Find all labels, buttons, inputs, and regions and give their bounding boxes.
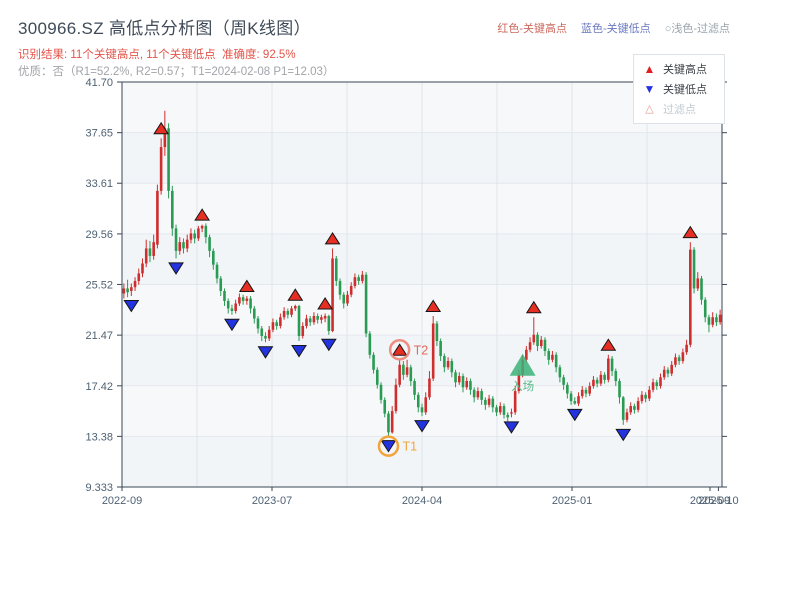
- key-low-marker: [320, 338, 337, 352]
- legend-label-filtered: 过滤点: [663, 104, 696, 116]
- y-axis-label: 25.52: [85, 279, 113, 291]
- key-low-marker: [123, 299, 140, 313]
- key-low-marker: [615, 428, 632, 442]
- page-title: 300966.SZ 高低点分析图（周K线图）: [18, 19, 311, 38]
- key-high-marker: [317, 297, 334, 310]
- t1-label: T1: [402, 440, 417, 454]
- legend-label-key-high: 关键高点: [663, 64, 707, 76]
- entry-label: 入场: [511, 379, 534, 393]
- annotations: T1 T2 入场: [377, 339, 536, 457]
- candles-series: [122, 110, 722, 437]
- key-low-marker: [257, 346, 274, 359]
- t2-circle: [388, 339, 411, 361]
- y-axis-label: 17.42: [85, 381, 113, 393]
- key-low-marker: [414, 420, 430, 433]
- key-high-marker: [391, 343, 408, 356]
- key-low-marker: [380, 440, 397, 453]
- y-axis-label: 13.38: [85, 431, 113, 443]
- top-legend-key-high: 红色-关键高点: [497, 23, 568, 35]
- key-high-marker: [238, 279, 255, 292]
- x-axis-label: 2025-10: [698, 495, 738, 507]
- y-axis-label: 37.65: [85, 128, 113, 140]
- key-high-marker: [682, 225, 699, 239]
- legend-item-key-high[interactable]: ▲ 关键高点: [643, 59, 724, 79]
- key-high-marker: [194, 208, 211, 221]
- key-high-marker: [525, 300, 542, 314]
- y-axis-label: 21.47: [85, 330, 113, 342]
- y-axis-label: 9.333: [85, 482, 113, 494]
- x-axis-label: 2025-09: [690, 495, 730, 507]
- subtitle-recognition-result: 识别结果: 11个关键高点, 11个关键低点 准确度: 92.5%: [18, 49, 296, 61]
- legend-item-filtered[interactable]: △ 过滤点: [643, 99, 724, 119]
- key-low-marker: [168, 262, 184, 275]
- top-legend: 红色-关键高点 蓝色-关键低点 ○浅色-过滤点: [497, 20, 730, 36]
- y-axis-label: 29.56: [85, 229, 113, 241]
- key-point-markers: [123, 121, 699, 453]
- x-axis-label: 2023-07: [252, 495, 292, 507]
- key-high-marker: [287, 288, 304, 301]
- key-low-triangle-icon: ▼: [643, 82, 656, 96]
- x-axis-label: 2022-09: [102, 495, 142, 507]
- key-low-marker: [503, 421, 520, 434]
- legend-label-key-low: 关键低点: [663, 84, 707, 96]
- chart-legend-box: ▲ 关键高点 ▼ 关键低点 △ 过滤点: [633, 54, 725, 124]
- key-low-marker: [291, 345, 307, 358]
- key-high-marker: [600, 338, 617, 351]
- top-legend-key-low: 蓝色-关键低点: [581, 23, 651, 35]
- x-axis-label: 2024-04: [402, 495, 442, 507]
- top-legend-filtered: ○浅色-过滤点: [664, 23, 730, 35]
- key-low-marker: [224, 318, 240, 332]
- key-low-marker: [566, 408, 583, 422]
- y-axis-label: 41.70: [85, 77, 113, 89]
- key-high-marker: [425, 299, 442, 312]
- t1-circle: [377, 435, 400, 457]
- t2-label: T2: [414, 343, 429, 357]
- entry-marker: [509, 353, 536, 376]
- subtitle-quality-metrics: 优质：否（R1=52.2%, R2=0.57；T1=2024-02-08 P1=…: [18, 66, 335, 78]
- y-axis-label: 33.61: [85, 178, 113, 190]
- legend-item-key-low[interactable]: ▼ 关键低点: [643, 79, 724, 99]
- key-high-marker: [153, 121, 170, 135]
- filtered-triangle-icon: △: [645, 102, 654, 115]
- key-high-marker: [324, 231, 341, 245]
- axes: 41.70 37.65 33.61 29.56 25.52 21.47 17.42 13.38…: [85, 77, 738, 507]
- key-high-triangle-icon: ▲: [643, 62, 656, 76]
- x-axis-label: 2025-01: [552, 495, 592, 507]
